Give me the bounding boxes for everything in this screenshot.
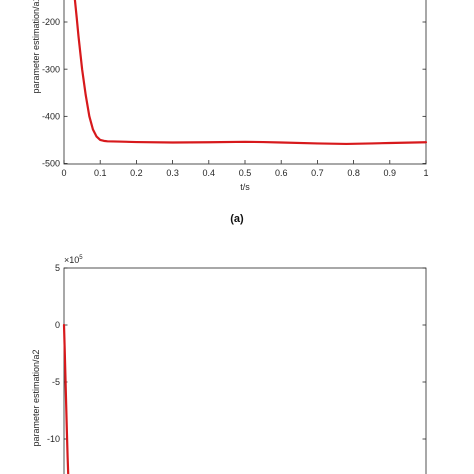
x-tick-label-a: 0.2 [130,168,143,178]
x-tick-label-a: 0.3 [166,168,179,178]
y-tick-label-a: -300 [42,64,60,74]
x-axis-label-a: t/s [240,182,250,192]
y-axis-b: -10 -5 0 5 [47,263,426,444]
y-tick-label-b: 5 [55,263,60,273]
y-tick-label-a: -500 [42,159,60,169]
y-tick-label-b: -5 [52,377,60,387]
x-tick-label-a: 0.8 [347,168,360,178]
y-tick-label-a: -400 [42,112,60,122]
y-axis-label-b: parameter estimation/a2 [31,349,41,446]
chart-panel-b: -10-505 ×105 parameter estimation/a2 [31,255,427,474]
x-tick-label-a: 0.1 [94,168,107,178]
y-tick-label-a: -200 [42,17,60,27]
axis-multiplier-base: ×10 [64,255,79,265]
series-line-b [62,323,70,474]
series-line-a [73,0,428,146]
x-tick-label-a: 0 [61,168,66,178]
axis-multiplier-b: ×105 [64,255,83,265]
x-tick-label-a: 0.6 [275,168,288,178]
plot-area-a [63,0,427,165]
chart-panel-a: 0 0.1 0.2 0.3 0.4 0.5 0.6 0.7 0.8 0.9 1 -500 -400 -3… [31,0,429,225]
axis-multiplier-exponent: 5 [79,255,83,261]
y-tick-label-b: -10 [47,434,60,444]
plot-area-b [63,267,427,474]
x-tick-label-a: 0.7 [311,168,324,178]
x-axis-a: 0 0.1 0.2 0.3 0.4 0.5 0.6 0.7 0.8 0.9 1 [61,160,429,178]
x-tick-label-a: 0.4 [203,168,216,178]
x-tick-label-a: 0.9 [384,168,397,178]
y-axis-a: -500 -400 -300 -200 [42,17,426,169]
x-tick-label-a: 0.5 [239,168,252,178]
y-tick-label-b: 0 [55,320,60,330]
x-tick-label-a: 1 [423,168,428,178]
panel-caption-a: (a) [230,213,244,225]
y-axis-label-a: parameter estimation/a1 [31,0,41,94]
